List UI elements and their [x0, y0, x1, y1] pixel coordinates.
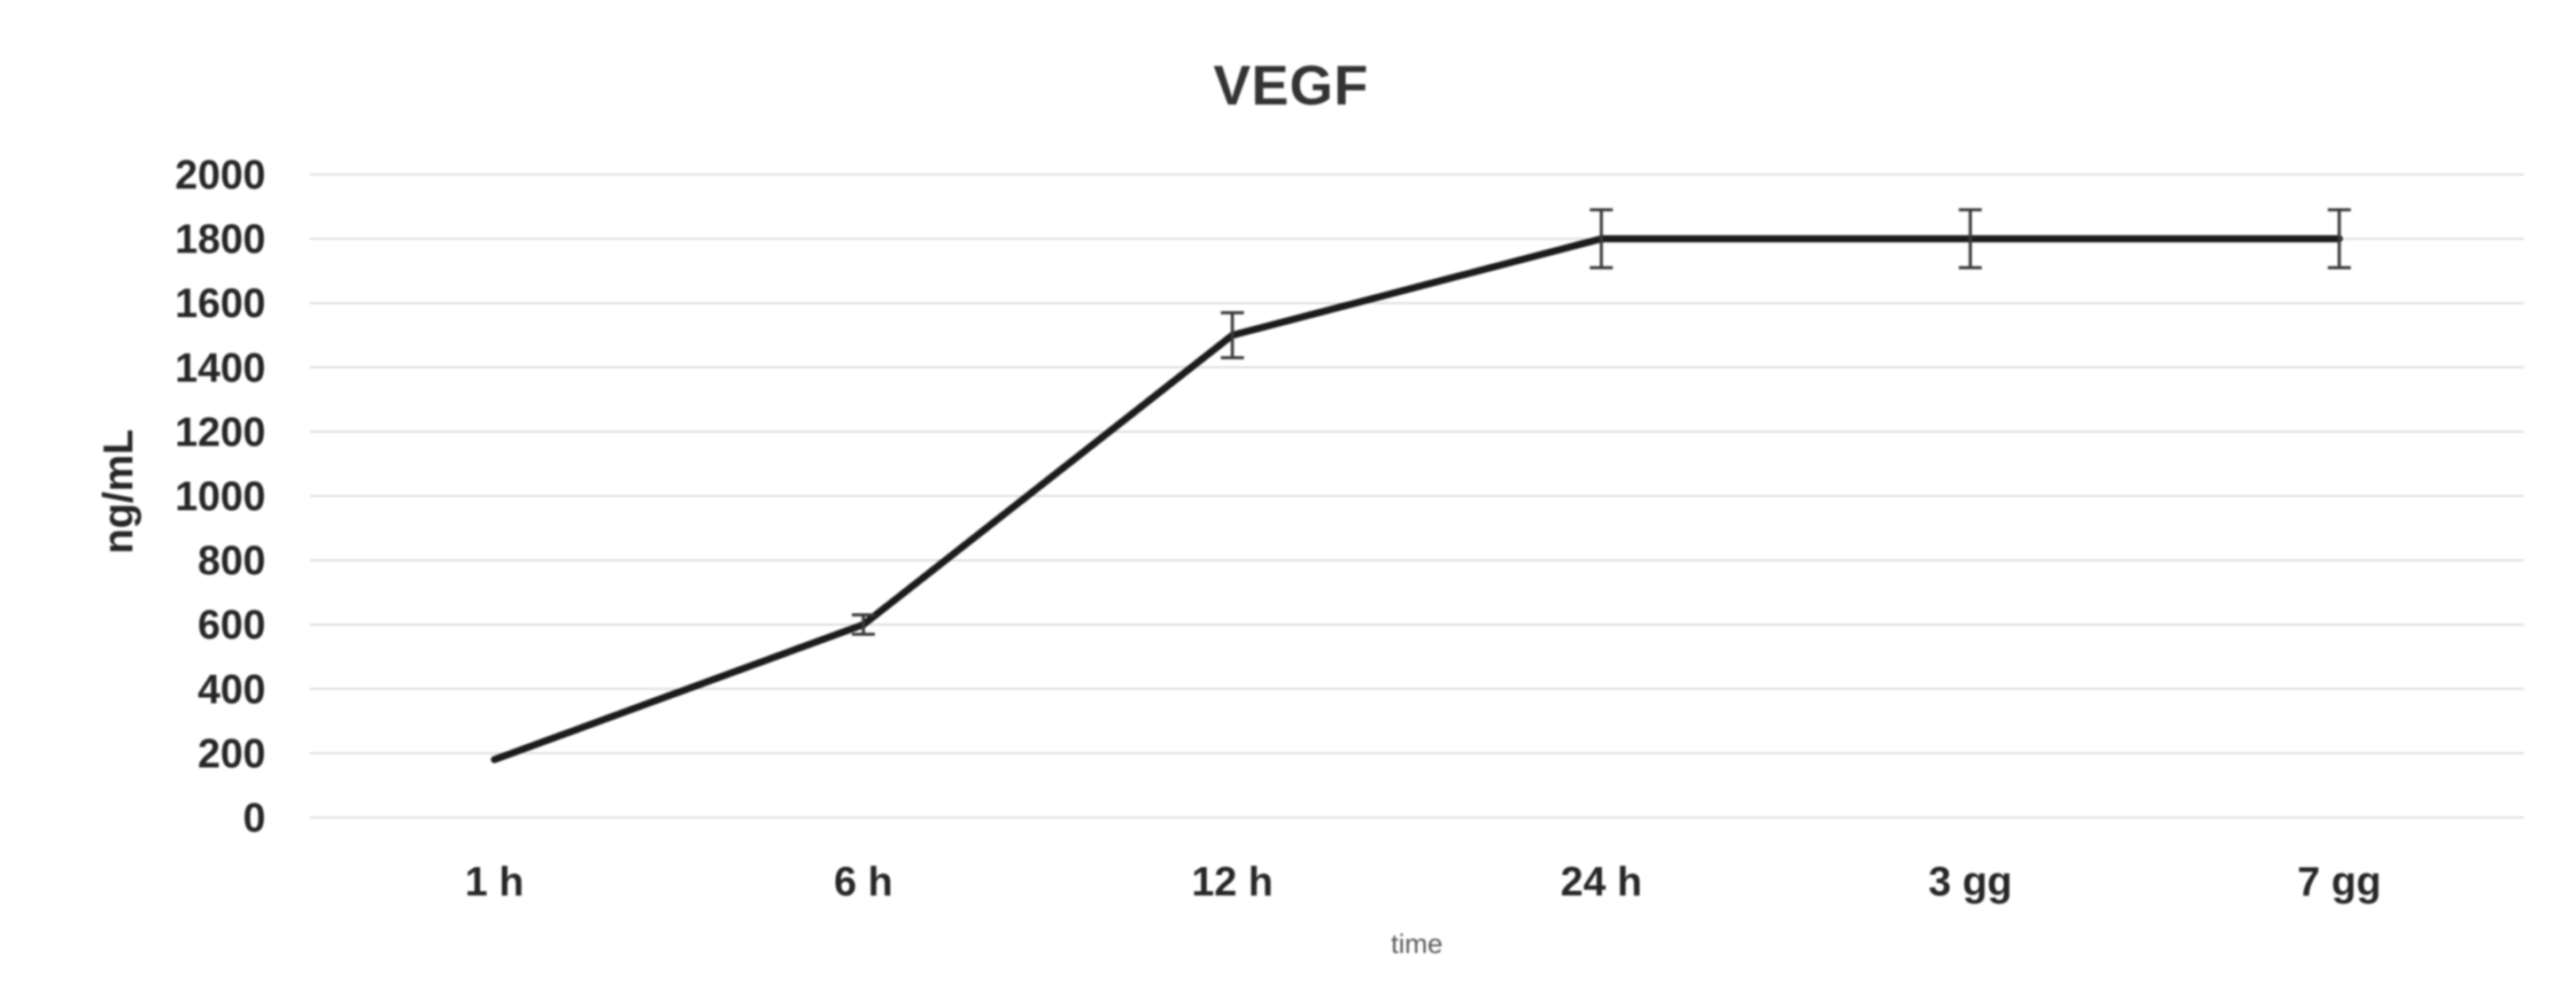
chart-title: VEGF: [1213, 55, 1369, 117]
x-tick-label: 6 h: [834, 858, 893, 904]
x-tick-label: 24 h: [1560, 858, 1642, 904]
x-tick-label: 7 gg: [2297, 858, 2381, 904]
y-tick-label: 1400: [175, 345, 266, 391]
y-tick-label: 1800: [175, 216, 266, 262]
y-tick-label: 0: [243, 794, 266, 841]
y-tick-label: 600: [197, 601, 266, 647]
x-tick-label: 3 gg: [1929, 858, 2013, 904]
x-axis-title: time: [1390, 928, 1443, 959]
y-tick-label: 1600: [175, 280, 266, 326]
x-tick-label: 12 h: [1192, 858, 1273, 904]
y-tick-label: 1200: [175, 408, 266, 454]
data-line: [491, 235, 2343, 763]
y-tick-label: 2000: [175, 151, 266, 198]
y-tick-label: 200: [197, 730, 266, 776]
y-tick-label: 800: [197, 538, 266, 584]
x-tick-label: 1 h: [465, 858, 523, 904]
y-tick-label: 400: [197, 666, 266, 712]
y-tick-label: 1000: [175, 473, 266, 519]
